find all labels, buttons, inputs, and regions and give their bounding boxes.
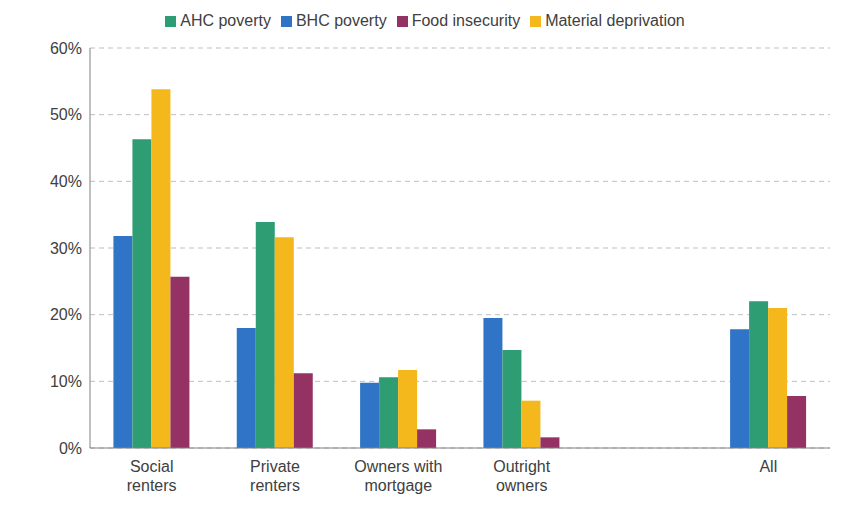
svg-text:0%: 0% — [59, 440, 82, 457]
svg-text:Private: Private — [250, 458, 300, 475]
html-text:AHC poverty: AHC poverty — [180, 12, 271, 29]
svg-text:60%: 60% — [50, 40, 82, 57]
html-text:Food insecurity: Food insecurity — [411, 12, 521, 29]
svg-text:owners: owners — [496, 477, 548, 494]
svg-text:50%: 50% — [50, 106, 82, 123]
html-text:Material deprivation: Material deprivation — [545, 12, 685, 29]
svg-text:10%: 10% — [50, 373, 82, 390]
svg-text:Social: Social — [130, 458, 174, 475]
svg-text:All: All — [759, 458, 777, 475]
svg-text:Owners with: Owners with — [354, 458, 442, 475]
svg-text:renters: renters — [127, 477, 177, 494]
svg-text:Outright: Outright — [493, 458, 550, 475]
svg-text:renters: renters — [250, 477, 300, 494]
svg-text:mortgage: mortgage — [365, 477, 433, 494]
svg-text:20%: 20% — [50, 306, 82, 323]
svg-text:30%: 30% — [50, 240, 82, 257]
html-text:BHC poverty: BHC poverty — [295, 12, 387, 29]
svg-text:40%: 40% — [50, 173, 82, 190]
